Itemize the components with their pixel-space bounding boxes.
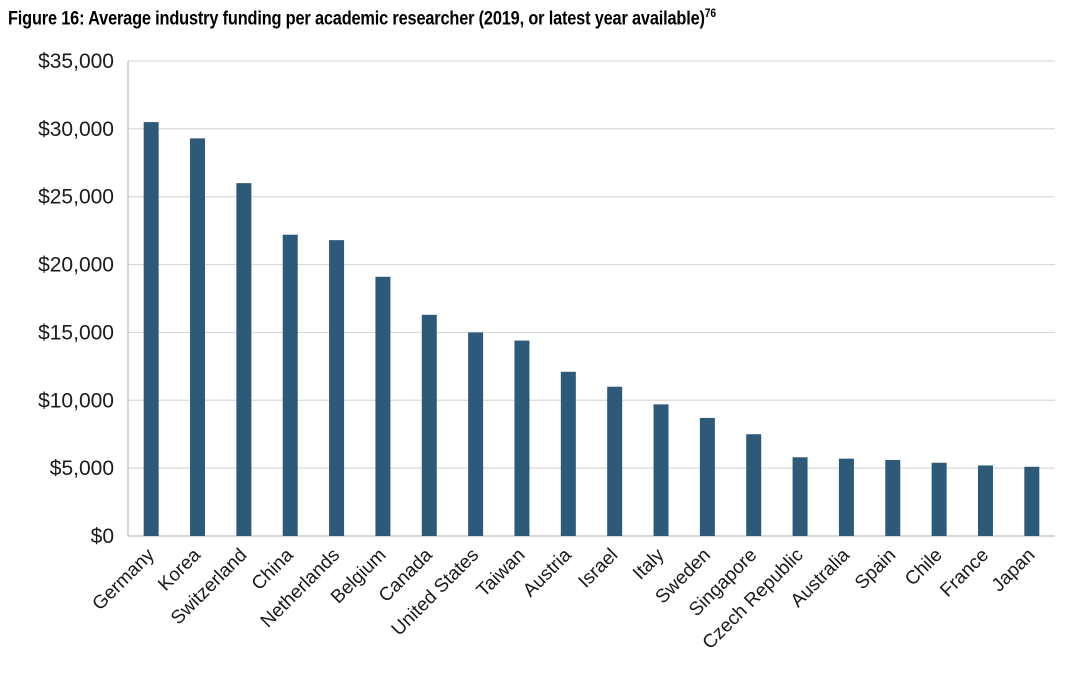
bar-spain	[885, 460, 901, 536]
y-tick-label: $5,000	[50, 457, 114, 480]
y-tick-label: $10,000	[38, 389, 114, 412]
gridlines	[127, 60, 1055, 537]
y-tick-label: $35,000	[38, 50, 114, 73]
y-axis-tick-labels: $0 $5,000 $10,000 $15,000 $20,000 $25,000 $30,…	[38, 50, 114, 548]
footnote-marker: 76	[704, 6, 716, 20]
bar-chile	[931, 462, 947, 536]
x-category-label: Italy	[629, 544, 669, 584]
bar-netherlands	[329, 240, 345, 536]
bar-japan	[1024, 466, 1040, 536]
y-tick-label: $25,000	[38, 186, 114, 209]
figure-title: Figure 16: Average industry funding per …	[8, 6, 716, 30]
bar-czech-republic	[792, 457, 808, 536]
bar-israel	[607, 386, 623, 536]
y-tick-label: $20,000	[38, 254, 114, 277]
x-category-label: France	[936, 545, 993, 602]
bar-korea	[190, 138, 206, 536]
x-axis-category-labels: GermanyKoreaSwitzerlandChinaNetherlandsB…	[89, 544, 1040, 653]
bar-italy	[653, 404, 669, 536]
bar-singapore	[746, 434, 762, 536]
x-category-label: Japan	[988, 545, 1039, 596]
y-tick-label: $30,000	[38, 118, 114, 141]
bar-france	[977, 465, 993, 536]
bar-belgium	[375, 276, 391, 536]
x-category-label: Israel	[575, 545, 623, 593]
bar-austria	[560, 371, 576, 536]
bar-taiwan	[514, 340, 530, 536]
x-category-label: Austria	[519, 544, 576, 601]
bar-germany	[143, 122, 159, 537]
bars	[143, 122, 1040, 537]
bar-china	[282, 234, 298, 536]
x-category-label: Taiwan	[473, 545, 530, 602]
x-category-label: Germany	[89, 544, 159, 614]
bar-switzerland	[236, 183, 252, 536]
y-tick-label: $15,000	[38, 321, 114, 344]
x-category-label: Spain	[851, 545, 900, 594]
figure-title-text: Figure 16: Average industry funding per …	[8, 8, 705, 30]
bar-united-states	[468, 332, 484, 536]
y-tick-label: $0	[91, 525, 114, 548]
bar-canada	[421, 314, 437, 536]
bar-australia	[838, 458, 854, 536]
bar-sweden	[699, 417, 715, 536]
